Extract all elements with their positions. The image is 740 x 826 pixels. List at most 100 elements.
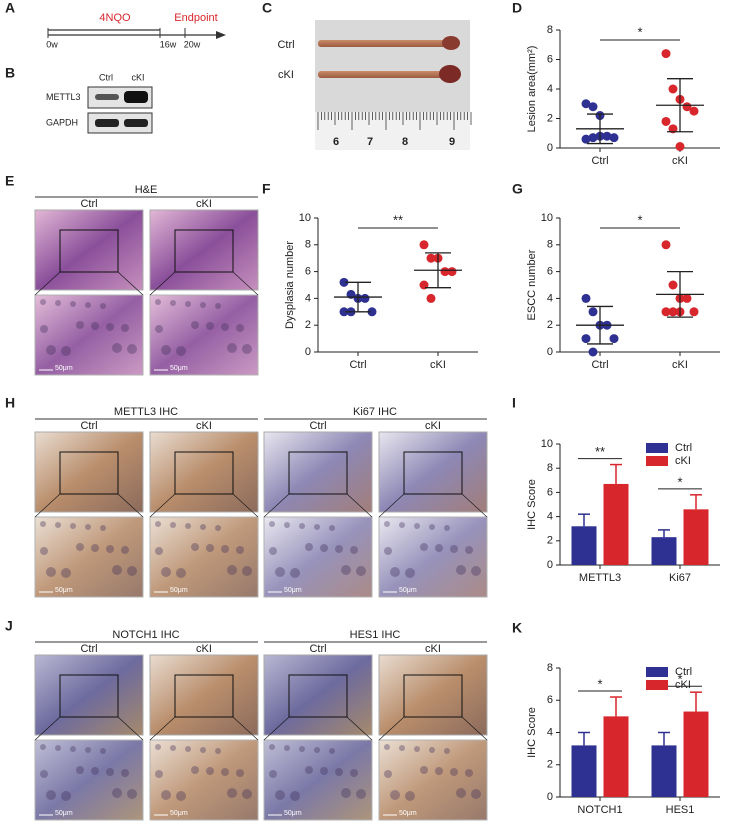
dot	[682, 102, 692, 112]
micrograph	[34, 654, 144, 736]
cell	[206, 544, 214, 552]
cell	[242, 344, 252, 354]
ruler-number: 6	[333, 136, 339, 148]
scale-label: 50μm	[170, 587, 188, 594]
cell	[269, 547, 277, 555]
cell	[299, 746, 305, 752]
y-tick-label: 0	[547, 559, 553, 571]
cell	[290, 791, 300, 801]
zoom-line	[149, 716, 176, 741]
y-axis-label: Dysplasia number	[284, 241, 296, 329]
x-tick-label: Ctrl	[591, 155, 608, 167]
legend-swatch	[646, 443, 668, 453]
cell	[161, 567, 171, 577]
cell	[399, 745, 405, 751]
band	[95, 119, 119, 127]
dot	[682, 293, 692, 303]
cell	[284, 745, 290, 751]
stain-title: Ki67 IHC	[353, 406, 397, 418]
scale-label: 50μm	[399, 810, 417, 817]
group-label: cKI	[196, 643, 212, 655]
cell	[185, 746, 191, 752]
micrograph	[378, 739, 488, 821]
zoom-line	[149, 271, 176, 296]
y-tick-label: 6	[547, 694, 553, 706]
dot	[668, 84, 678, 94]
significance: *	[637, 24, 642, 39]
y-tick-label: 8	[547, 462, 553, 474]
cell	[341, 565, 351, 575]
cell	[61, 791, 71, 801]
ruler-number: 8	[402, 136, 408, 148]
cell	[320, 767, 328, 775]
cell	[91, 322, 99, 330]
zoom-line	[346, 493, 373, 518]
cell	[284, 522, 290, 528]
bar	[571, 745, 597, 797]
dot	[661, 307, 671, 317]
y-axis-label: ESCC number	[526, 249, 538, 320]
cell	[100, 748, 106, 754]
zoom-box	[174, 674, 234, 718]
cell	[85, 302, 91, 308]
group-label: cKI	[425, 643, 441, 655]
cell	[356, 789, 366, 799]
panel-label: K	[512, 620, 522, 636]
cell	[236, 324, 244, 332]
micrograph	[149, 516, 259, 598]
zoom-line	[117, 493, 144, 518]
dot	[426, 253, 436, 263]
y-tick-label: 6	[547, 53, 553, 65]
band	[95, 94, 119, 100]
cell	[269, 744, 275, 750]
cell	[269, 521, 275, 527]
cell	[405, 791, 415, 801]
cell	[420, 543, 428, 551]
y-tick-label: 4	[305, 292, 311, 304]
dot	[426, 293, 436, 303]
scale-label: 50μm	[55, 365, 73, 372]
bar	[651, 745, 677, 797]
x-tick-label: Ctrl	[349, 359, 366, 371]
dot	[440, 267, 450, 277]
significance: **	[595, 444, 605, 459]
cell	[236, 769, 244, 777]
micrograph	[378, 654, 488, 736]
zoom-line	[378, 716, 405, 741]
cell	[335, 768, 343, 776]
cell	[76, 321, 84, 329]
cell	[76, 766, 84, 774]
zoom-line	[232, 716, 259, 741]
zoom-line	[346, 716, 373, 741]
cell	[456, 788, 466, 798]
dot	[661, 116, 671, 126]
micrograph	[149, 294, 259, 376]
dot	[447, 267, 457, 277]
cell	[444, 748, 450, 754]
cell	[206, 322, 214, 330]
y-tick-label: 0	[305, 346, 311, 358]
cell	[40, 325, 48, 333]
cell	[242, 789, 252, 799]
dot	[588, 347, 598, 357]
cell	[215, 525, 221, 531]
cell	[55, 300, 61, 306]
endpoint-label: Endpoint	[174, 12, 217, 24]
micrograph	[263, 654, 373, 736]
legend-label: Ctrl	[675, 666, 692, 678]
cell	[121, 769, 129, 777]
zoom-line	[34, 493, 61, 518]
legend-label: cKI	[675, 679, 691, 691]
cell	[236, 546, 244, 554]
dot	[668, 307, 678, 317]
band	[124, 91, 148, 103]
cell	[91, 767, 99, 775]
cell	[314, 747, 320, 753]
zoom-line	[232, 271, 259, 296]
cell	[40, 299, 46, 305]
x-tick-label: Ctrl	[591, 359, 608, 371]
week-label: 0w	[46, 39, 58, 49]
scale-label: 50μm	[170, 810, 188, 817]
